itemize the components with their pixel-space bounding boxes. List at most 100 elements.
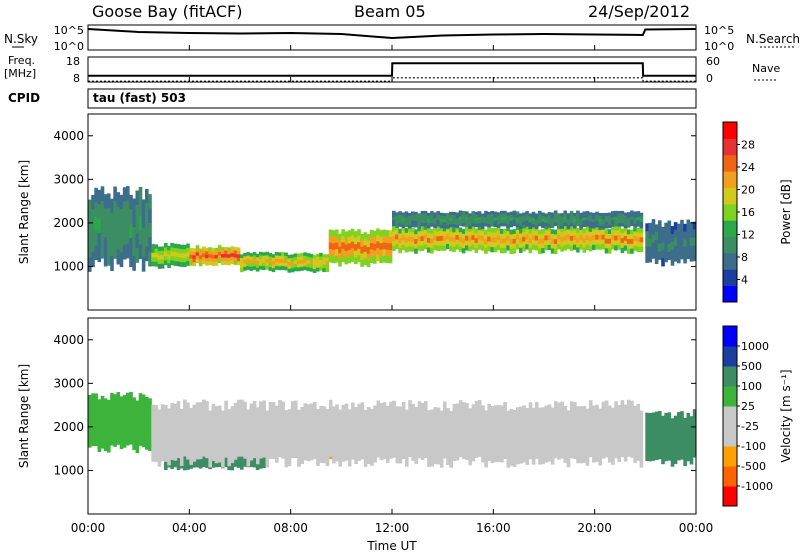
velocity-echo-cell — [604, 411, 609, 424]
velocity-echo-cell — [351, 447, 355, 460]
velocity-echo-cell — [468, 442, 472, 454]
power-echo-cell — [290, 268, 295, 273]
power-echo-cell — [677, 255, 681, 264]
power-echo-cell — [414, 239, 418, 245]
velocity-echo-cell — [183, 399, 187, 412]
velocity-echo-cell — [398, 440, 403, 453]
power-echo-cell — [626, 221, 631, 225]
power-echo-cell — [385, 243, 390, 250]
velocity-echo-cell — [654, 440, 659, 451]
velocity-echo-cell — [623, 438, 628, 451]
power-echo-cell — [221, 254, 225, 258]
power-echo-cell — [553, 210, 558, 214]
velocity-echo-cell — [462, 402, 466, 414]
power-echo-cell — [692, 237, 697, 246]
power-echo-cell — [278, 262, 282, 267]
velocity-echo-cell — [154, 439, 159, 451]
velocity-echo-cell — [661, 444, 665, 455]
velocity-echo-cell — [535, 401, 539, 414]
power-echo-cell — [129, 238, 133, 253]
power-echo-cell — [287, 258, 292, 263]
velocity-echo-cell — [249, 462, 254, 468]
power-echo-cell — [607, 215, 612, 220]
velocity-echo-cell — [211, 459, 216, 464]
power-echo-cell — [385, 236, 390, 244]
power-echo-cell — [230, 256, 235, 261]
power-echo-cell — [563, 219, 567, 224]
velocity-echo-cell — [458, 400, 463, 412]
power-echo-cell — [595, 239, 599, 245]
power-echo-cell — [411, 223, 415, 228]
power-echo-cell — [692, 229, 697, 238]
velocity-echo-cell — [420, 402, 425, 415]
power-echo-cell — [176, 261, 181, 267]
power-echo-cell — [297, 257, 301, 261]
velocity-echo-cell — [496, 405, 501, 417]
power-echo-cell — [160, 259, 165, 265]
velocity-echo-cell — [446, 419, 450, 431]
power-echo-cell — [259, 251, 263, 256]
velocity-echo-cell — [205, 401, 209, 413]
velocity-echo-cell — [179, 454, 184, 466]
power-echo-cell — [398, 214, 402, 218]
velocity-echo-cell — [604, 423, 609, 435]
velocity-echo-cell — [129, 433, 133, 445]
velocity-echo-cell — [382, 424, 387, 437]
power-echo-cell — [461, 220, 466, 224]
power-colorbar-tick-label: 28 — [741, 139, 755, 152]
velocity-echo-cell — [525, 442, 530, 454]
power-echo-cell — [151, 261, 155, 267]
power-echo-cell — [461, 248, 466, 254]
velocity-echo-cell — [547, 449, 552, 462]
power-echo-cell — [531, 225, 536, 231]
velocity-echo-cell — [465, 448, 469, 461]
velocity-echo-cell — [265, 455, 270, 468]
power-echo-cell — [477, 217, 482, 221]
power-colorbar-segment — [723, 138, 737, 156]
power-echo-cell — [515, 211, 520, 215]
velocity-echo-cell — [430, 454, 434, 467]
velocity-echo-cell — [287, 443, 292, 455]
velocity-echo-cell — [198, 464, 203, 469]
power-echo-cell — [522, 221, 526, 226]
power-echo-cell — [420, 226, 425, 232]
power-echo-cell — [392, 231, 396, 237]
power-echo-cell — [88, 242, 92, 258]
velocity-echo-cell — [335, 415, 339, 428]
velocity-echo-cell — [677, 440, 681, 451]
power-echo-cell — [455, 221, 460, 225]
power-echo-cell — [515, 223, 520, 227]
power-echo-cell — [534, 240, 539, 246]
power-echo-cell — [689, 237, 694, 246]
power-echo-cell — [519, 238, 523, 244]
power-echo-cell — [284, 259, 288, 264]
power-echo-cell — [135, 190, 140, 206]
power-echo-cell — [563, 226, 567, 232]
velocity-echo-cell — [395, 451, 400, 464]
velocity-colorbar-tick-label: -1000 — [741, 480, 773, 493]
power-echo-cell — [135, 219, 140, 234]
power-echo-cell — [233, 247, 238, 251]
power-echo-cell — [480, 216, 485, 220]
power-echo-cell — [573, 239, 577, 245]
power-echo-cell — [515, 239, 520, 245]
velocity-echo-cell — [227, 431, 231, 444]
velocity-echo-cell — [420, 414, 425, 426]
power-echo-cell — [471, 223, 475, 227]
power-echo-cell — [122, 187, 127, 202]
velocity-echo-cell — [240, 433, 244, 446]
power-echo-cell — [576, 210, 580, 214]
velocity-echo-cell — [382, 436, 387, 448]
velocity-echo-cell — [107, 410, 111, 422]
power-echo-cell — [183, 244, 187, 250]
velocity-echo-cell — [424, 401, 428, 413]
power-echo-cell — [493, 247, 498, 253]
velocity-echo-cell — [519, 440, 523, 453]
velocity-echo-cell — [405, 409, 409, 422]
velocity-echo-cell — [198, 424, 203, 437]
power-echo-cell — [654, 255, 659, 264]
power-echo-cell — [195, 255, 200, 260]
power-echo-cell — [195, 245, 200, 250]
power-echo-cell — [138, 201, 143, 216]
